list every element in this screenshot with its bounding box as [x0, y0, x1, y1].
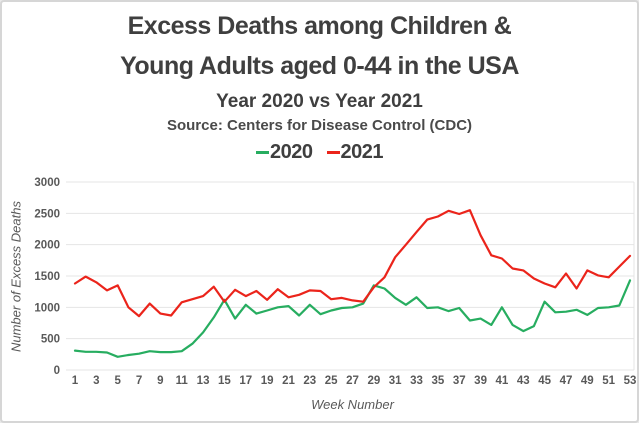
x-tick-label: 11: [176, 375, 189, 387]
y-tick-label: 500: [41, 334, 60, 346]
x-tick-label: 49: [581, 375, 594, 387]
x-tick-label: 29: [367, 375, 380, 387]
y-tick-label: 1000: [34, 302, 60, 314]
x-tick-label: 45: [538, 375, 551, 387]
x-tick-label: 21: [282, 375, 295, 387]
x-tick-label: 31: [389, 375, 402, 387]
x-tick-label: 41: [496, 375, 509, 387]
legend-dash-2021-icon: [326, 151, 340, 154]
gridlines: [66, 181, 635, 371]
chart-subtitle: Year 2020 vs Year 2021: [216, 91, 423, 112]
x-tick-label: 1: [72, 375, 79, 387]
chart-title-line1: Excess Deaths among Children &: [127, 12, 512, 40]
series-line-2021: [73, 209, 632, 318]
y-tick-label: 3000: [34, 177, 60, 189]
x-tick-label: 39: [474, 375, 487, 387]
legend-item-2021: 2021: [326, 141, 384, 164]
legend-dash-2020-icon: [256, 151, 269, 154]
x-tick-label: 17: [239, 375, 252, 387]
x-tick-label: 47: [560, 375, 573, 387]
chart-title-line2: Young Adults aged 0-44 in the USA: [120, 52, 519, 80]
x-tick-label: 7: [136, 375, 142, 387]
x-axis-title: Week Number: [311, 397, 394, 412]
x-tick-label: 19: [261, 375, 274, 387]
x-tick-label: 13: [197, 375, 210, 387]
x-tick-label: 37: [453, 375, 466, 387]
chart-legend: 2020 2021: [2, 141, 637, 164]
x-tick-label: 23: [303, 375, 316, 387]
y-tick-label: 2000: [34, 240, 60, 252]
x-tick-label: 53: [624, 375, 637, 387]
x-tick-label: 5: [114, 375, 121, 387]
x-tick-label: 51: [602, 375, 615, 387]
x-tick-label: 9: [157, 375, 163, 387]
x-tick-label: 35: [431, 375, 444, 387]
x-tick-labels: 1 3 5 7 9 11 13 15 17 19 21 23 25 27 29 31 33 35 37 39 41 43 4…: [72, 375, 637, 387]
legend-label-2020: 2020: [270, 141, 313, 163]
legend-item-2020: 2020: [256, 141, 313, 164]
legend-label-2021: 2021: [340, 141, 384, 163]
y-tick-label: 0: [54, 365, 60, 377]
x-tick-label: 15: [218, 375, 231, 387]
chart-source: Source: Centers for Disease Control (CDC…: [166, 117, 473, 134]
y-tick-label: 1500: [34, 271, 60, 283]
y-tick-labels: 0 500 1000 1500 2000 2500 3000: [34, 177, 60, 377]
y-tick-label: 2500: [34, 208, 60, 220]
x-tick-label: 3: [93, 375, 99, 387]
series-line-2020: [73, 279, 632, 358]
x-tick-label: 25: [325, 375, 338, 387]
x-tick-label: 33: [410, 375, 423, 387]
x-tick-label: 43: [517, 375, 530, 387]
x-tick-label: 27: [346, 375, 359, 387]
